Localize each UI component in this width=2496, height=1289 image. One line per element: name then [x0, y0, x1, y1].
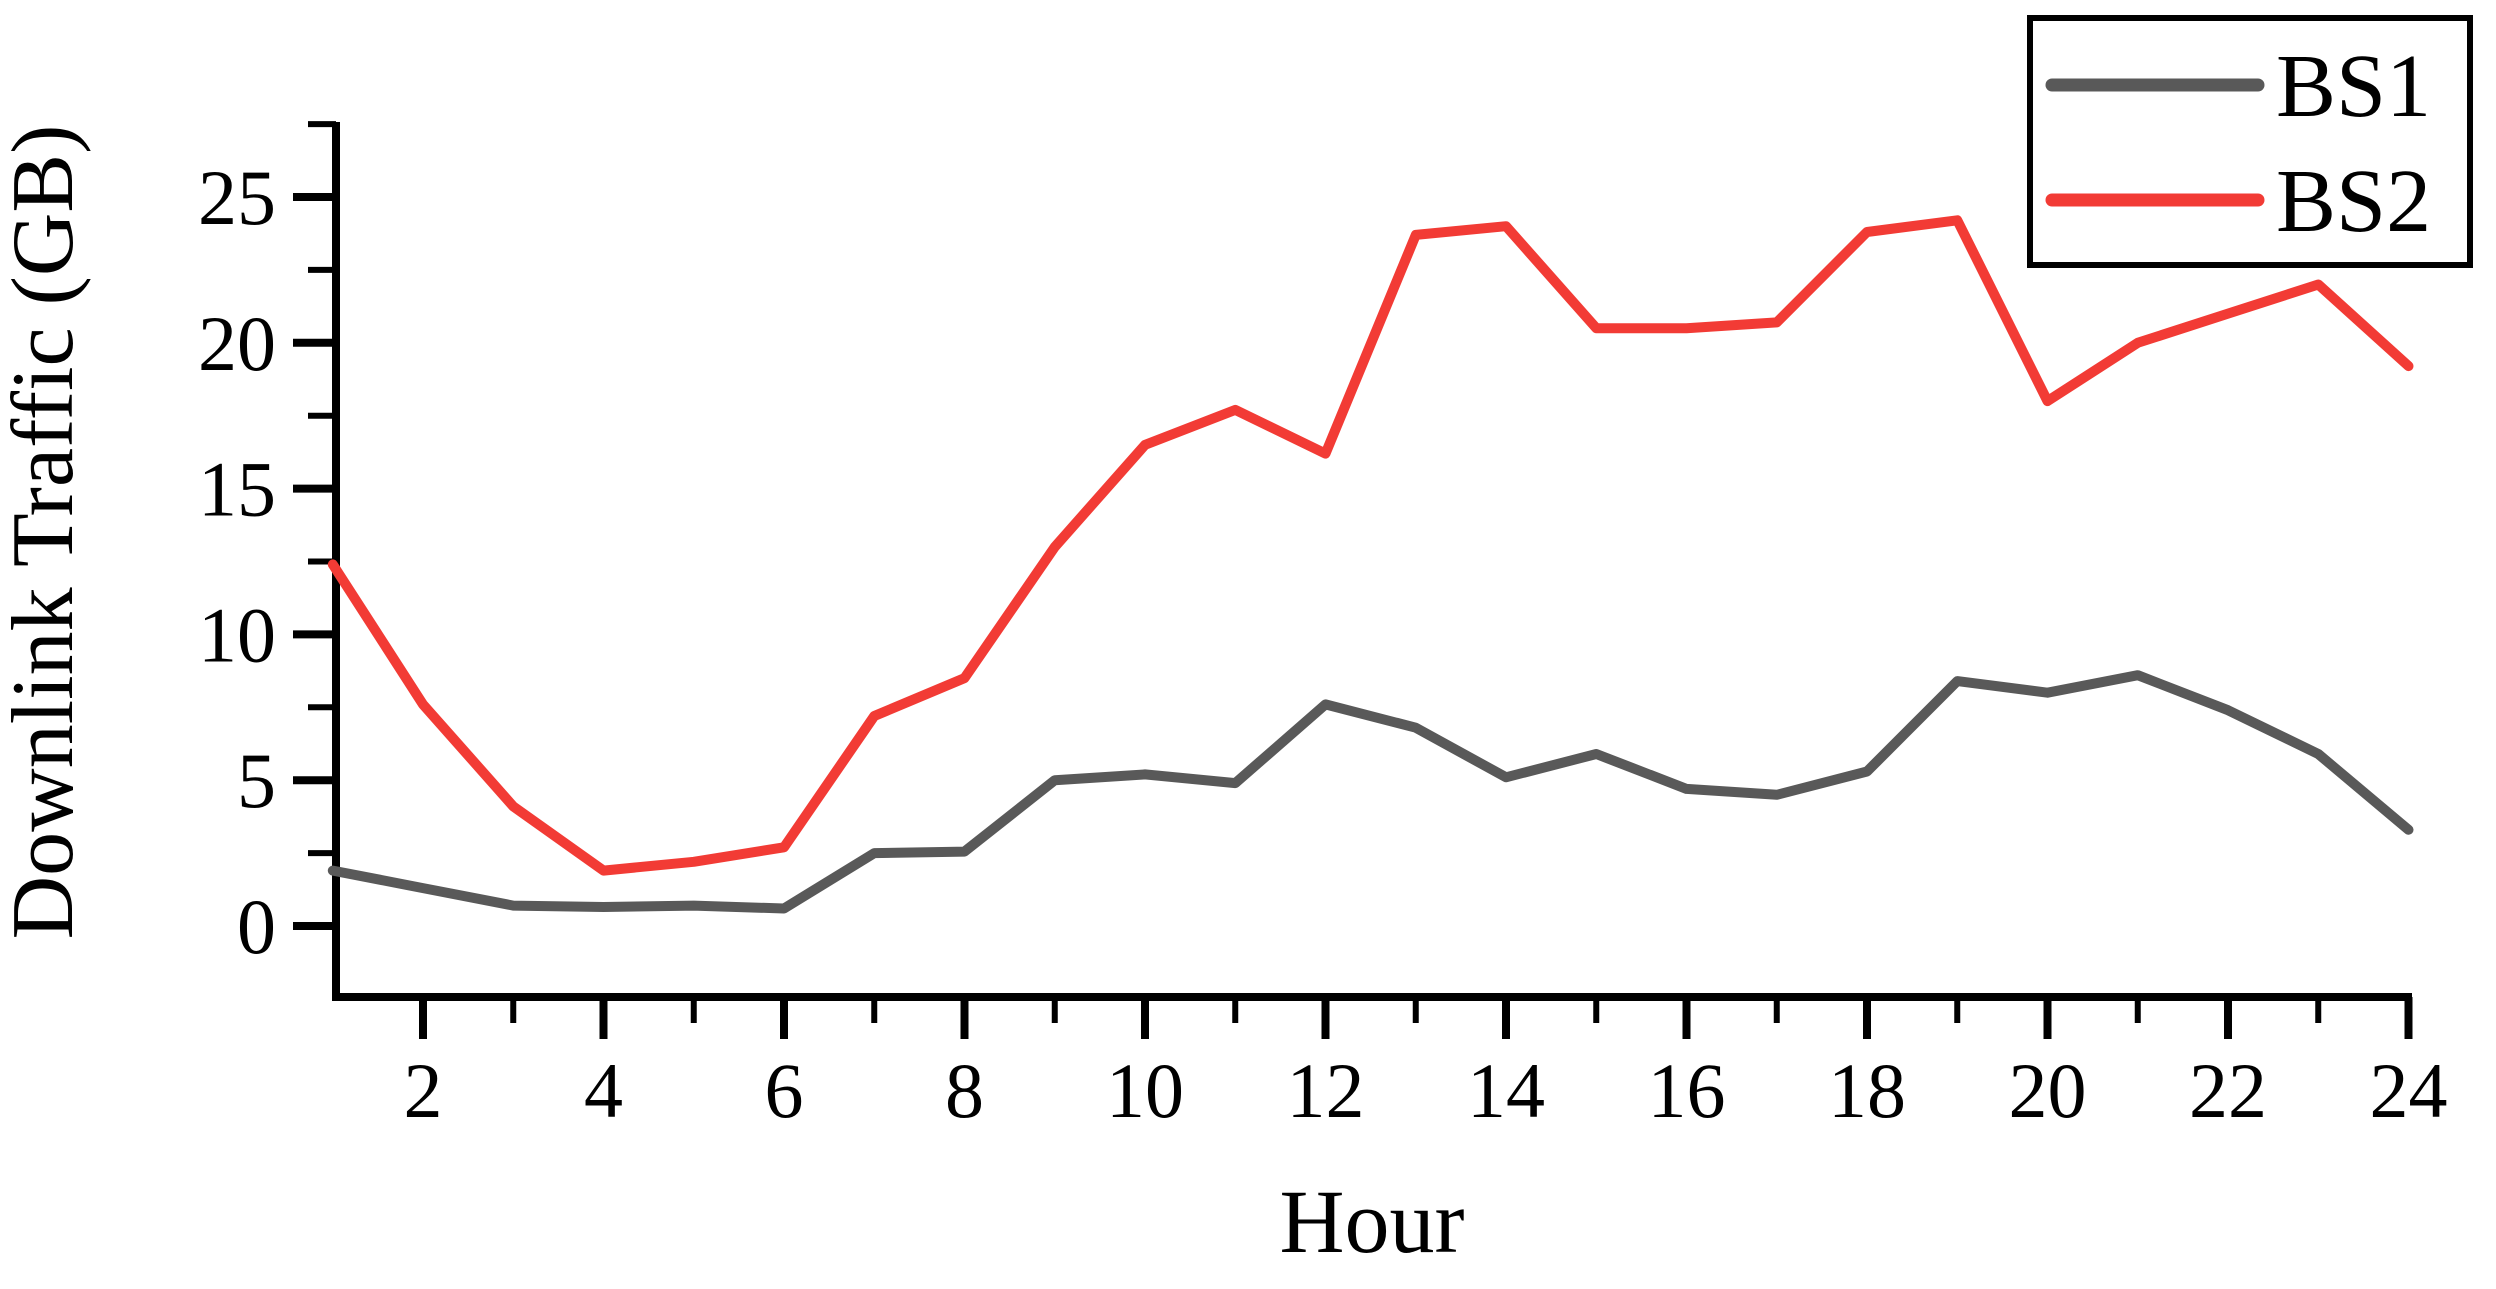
- y-tick-label: 20: [198, 300, 276, 387]
- x-tick-label: 14: [1467, 1047, 1545, 1134]
- x-tick-label: 16: [1648, 1047, 1726, 1134]
- x-tick-label: 8: [945, 1047, 984, 1134]
- y-axis-title: Downlink Traffic (GB): [0, 125, 92, 940]
- x-tick-label: 6: [765, 1047, 804, 1134]
- legend-box: [2027, 15, 2473, 268]
- y-tick-label: 15: [198, 446, 276, 533]
- y-tick-label: 5: [237, 737, 276, 824]
- x-tick-label: 24: [2370, 1047, 2448, 1134]
- y-tick-label: 0: [237, 883, 276, 970]
- series-line-bs2: [327, 215, 2414, 876]
- legend-item-bs1: BS1: [2045, 37, 2431, 136]
- legend-label-bs2: BS2: [2276, 152, 2431, 251]
- x-tick-label: 22: [2189, 1047, 2267, 1134]
- y-tick-label: 25: [198, 154, 276, 241]
- series-line-bs1: [327, 670, 2414, 914]
- axis-ticks: [293, 121, 2413, 1039]
- x-tick-label: 12: [1287, 1047, 1365, 1134]
- legend-item-bs2: BS2: [2045, 152, 2431, 251]
- series-lines: [327, 215, 2414, 914]
- y-tick-label: 10: [198, 591, 276, 678]
- x-tick-label: 20: [2009, 1047, 2087, 1134]
- axis-titles: Hour Downlink Traffic (GB): [0, 125, 1465, 1272]
- x-axis-title: Hour: [1280, 1173, 1465, 1272]
- x-tick-label: 2: [404, 1047, 443, 1134]
- legend: BS1 BS2: [2027, 15, 2473, 268]
- x-tick-label: 4: [584, 1047, 623, 1134]
- legend-label-bs1: BS1: [2276, 37, 2431, 136]
- x-tick-label: 10: [1106, 1047, 1184, 1134]
- x-tick-label: 18: [1828, 1047, 1906, 1134]
